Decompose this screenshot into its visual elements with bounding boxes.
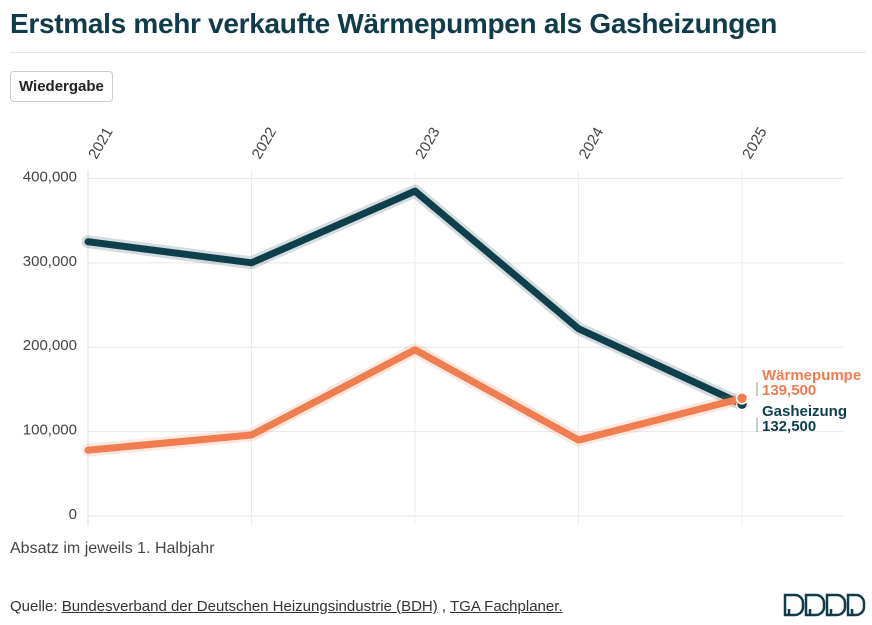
source-link[interactable]: TGA Fachplaner. xyxy=(450,598,563,615)
series-line xyxy=(84,187,746,408)
y-tick-label: 200,000 xyxy=(23,337,77,354)
value-label: 139,500 xyxy=(762,382,816,399)
y-tick-label: 400,000 xyxy=(23,168,77,185)
separator: , xyxy=(441,598,447,615)
logo xyxy=(783,593,866,617)
source: Quelle: Bundesverband der Deutschen Heiz… xyxy=(10,598,563,615)
y-tick-label: 100,000 xyxy=(23,422,77,439)
y-tick-label: 0 xyxy=(69,506,77,523)
series-label: Wärmepumpe xyxy=(762,367,861,384)
source-link[interactable]: Bundesverband der Deutschen Heizungsindu… xyxy=(61,598,438,615)
x-tick-label: 2025 xyxy=(739,125,770,162)
series-label: Gasheizung xyxy=(762,403,847,420)
x-tick-label: 2024 xyxy=(576,125,607,162)
y-tick-label: 300,000 xyxy=(23,253,77,270)
x-tick-label: 2023 xyxy=(412,125,443,162)
x-tick-label: 2022 xyxy=(249,125,280,162)
chart: 0 100,000 200,000 300,000 400,000 2021 2022 202… xyxy=(23,125,861,526)
note: Absatz im jeweils 1. Halbjahr xyxy=(10,540,215,557)
replay-button[interactable]: Wiedergabe xyxy=(10,71,113,102)
x-tick-label: 2021 xyxy=(85,125,116,162)
title: Erstmals mehr verkaufte Wärmepumpen als … xyxy=(10,8,778,39)
series-line xyxy=(84,346,746,454)
divider xyxy=(10,52,866,53)
source-label: Quelle: xyxy=(10,598,58,615)
value-label: 132,500 xyxy=(762,418,816,435)
end-point xyxy=(735,392,749,405)
